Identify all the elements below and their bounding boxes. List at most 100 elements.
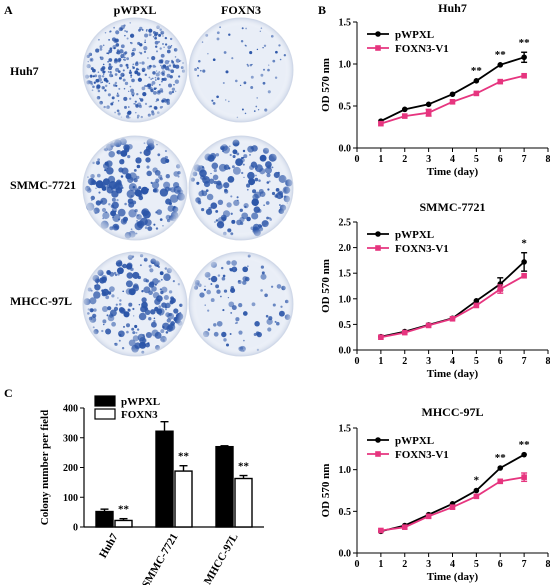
colony-plate [82,251,188,357]
plate-row-label-huh7: Huh7 [10,64,39,78]
data-point [401,113,408,119]
x-tick-label: 6 [498,559,503,570]
bar-foxn3 [234,477,253,528]
legend-item-pwpxl: pWPXL [367,435,434,447]
significance-mark: * [474,475,480,487]
x-tick-label: 2 [402,356,407,367]
x-tick-label: 6 [498,356,503,367]
data-point [521,272,527,279]
chart-title: Huh7 [438,1,467,15]
x-tick-label: 8 [546,559,550,570]
colony-plates [82,17,294,357]
x-tick-label: 8 [546,356,550,367]
x-tick-label: 7 [522,559,527,570]
series-line [380,56,525,122]
y-tick-label: 400 [63,404,78,415]
y-tick-label: 1.0 [339,465,352,476]
series-line [380,261,525,338]
legend-marker [375,245,381,251]
data-point [497,465,504,471]
colony-plate [188,135,294,241]
legend-marker [375,231,381,237]
data-point [449,99,456,105]
data-point [425,109,432,116]
data-point [473,302,480,309]
data-point [521,474,527,480]
colony-plate [82,135,188,241]
colony-bar-chart: 0 100 200 300 400 Colony number per field ** Hu… [39,395,264,585]
significance-mark: ** [471,65,483,77]
legend-marker [375,437,381,443]
bar-foxn3 [114,519,133,528]
x-tick-label: Huh7 [97,531,121,560]
x-tick-label: 1 [378,356,383,367]
y-tick-label: 0.0 [339,144,352,155]
plate-rim [189,252,293,356]
legend-label: pWPXL [395,29,434,41]
x-tick-label: 0 [355,154,360,165]
colony-plate [82,17,188,123]
data-point [521,72,527,79]
growth-chart-smmc7721: SMMC-7721 0 1 2 3 4 5 6 7 8 0.0 0.5 1.0 1.5 2.0 2.5 Time… [320,200,550,380]
plate-rim [83,252,187,356]
x-axis-label: Time (day) [427,166,479,178]
x-tick-label: 3 [426,356,431,367]
y-tick-label: 1.5 [339,18,352,29]
series-pwpxl [378,252,528,340]
panel-a: A pWPXL FOXN3 Huh7 SMMC-7721 MHCC-97L [4,3,294,357]
x-tick-label: SMMC-7721 [140,532,181,585]
x-tick-label: 6 [498,154,503,165]
legend-label: FOXN3-V1 [395,43,449,55]
bar-group-huh7: ** Huh7 [95,504,133,560]
x-tick-label: 4 [450,154,455,165]
series-line [380,453,525,533]
data-point [425,101,432,108]
x-tick-label: 7 [522,356,527,367]
y-tick-label: 0.0 [339,346,352,357]
data-point [473,487,480,494]
y-tick-label: 1.5 [339,269,352,280]
significance-mark: ** [238,461,250,473]
y-tick-label: 1.0 [339,60,352,71]
bar-pwpxl [155,430,174,528]
series-foxn3-v1 [378,272,527,340]
panel-c: C 0 100 200 300 400 Colony number per field **… [4,386,264,585]
data-point [521,451,527,458]
data-point [378,527,384,534]
significance-mark: ** [178,451,190,463]
y-tick-label: 300 [63,433,78,444]
series-pwpxl [378,51,528,124]
legend-item-foxn3-v1: FOXN3-V1 [367,243,449,255]
y-tick-label: 1.0 [339,294,352,305]
x-tick-label: 3 [426,559,431,570]
x-tick-label: 5 [474,356,479,367]
y-tick-label: 2.0 [339,243,352,254]
data-point [449,504,456,510]
y-tick-label: 100 [63,493,78,504]
y-tick-label: 0.5 [339,320,352,331]
legend-item-pwpxl: pWPXL [94,395,160,408]
y-axis-label: OD 570 nm [320,259,332,313]
bar-foxn3 [174,470,193,528]
chart-title: MHCC-97L [422,405,484,419]
panel-letter-c: C [4,386,13,400]
data-point [497,286,504,292]
x-tick-label: 8 [546,154,550,165]
colony-plate [188,251,294,357]
legend-label: pWPXL [395,229,434,241]
significance-mark: ** [495,49,507,61]
x-tick-label: 2 [402,154,407,165]
legend-marker [375,31,381,37]
bar-group-smmc-7721: ** SMMC-7721 [140,420,193,585]
y-tick-label: 0.5 [339,507,352,518]
significance-mark: ** [519,37,531,49]
data-point [449,91,456,98]
plate-rim [83,136,187,240]
data-point [401,524,408,530]
plate-column-label-foxn3: FOXN3 [221,3,261,17]
bar-pwpxl [95,510,114,528]
plate-rim [189,18,293,122]
x-tick-label: MHCC-97L [202,532,241,585]
significance-mark: ** [118,504,130,516]
